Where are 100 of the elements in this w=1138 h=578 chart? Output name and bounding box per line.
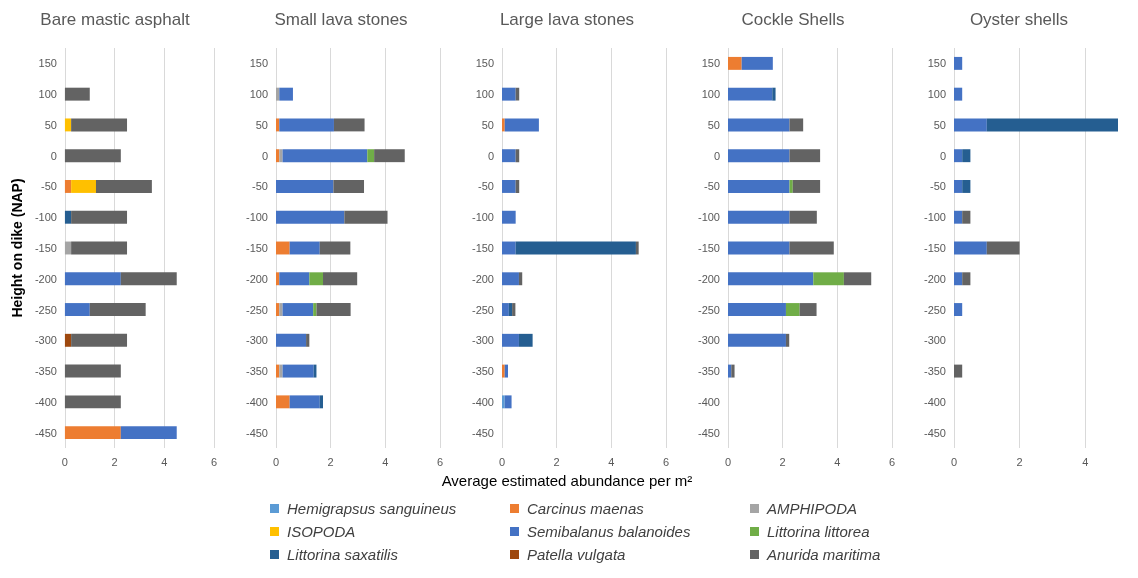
bar [64,87,90,101]
y-tick-label: -250 [245,303,268,316]
bar [954,364,963,378]
bar [728,56,742,70]
y-tick-label: -100 [245,211,268,224]
bar [289,241,320,255]
y-tick-label: -300 [245,334,268,347]
y-tick-label: -250 [471,303,494,316]
bar [986,118,1118,132]
bar [508,303,513,316]
legend-label: AMPHIPODA [767,500,858,517]
y-tick-label: -50 [41,180,57,193]
y-tick-label: -450 [923,426,946,439]
x-tick-label: 0 [61,455,68,468]
legend-label: Hemigrapsus sanguineus [287,500,457,517]
y-tick-label: 150 [38,57,57,70]
legend-label: Carcinus maenas [527,500,644,517]
y-tick-label: -450 [697,426,720,439]
bar [799,303,817,316]
bar [789,149,821,163]
x-tick-label: 4 [1082,455,1089,468]
y-axis-title: Height on dike (NAP) [9,178,25,318]
y-tick-label: -100 [471,211,494,224]
y-tick-label: 150 [475,57,494,70]
y-tick-label: 0 [261,149,268,162]
bar [71,333,128,347]
y-tick-label: -400 [245,395,268,408]
y-tick-label: -50 [704,180,720,193]
bar [728,210,790,224]
bar [71,241,128,255]
x-tick-label: 6 [662,455,670,468]
bar [504,395,512,409]
bar [728,149,790,163]
y-tick-label: -300 [34,334,57,347]
bar [512,303,516,316]
bar [276,333,307,347]
x-tick-label: 6 [210,455,218,468]
bar [954,56,963,70]
bar [276,395,290,409]
y-tick-label: 100 [701,88,720,101]
x-tick-label: 6 [436,455,444,468]
bar [279,87,293,101]
bar [276,87,280,101]
bar [728,333,786,347]
x-tick-label: 0 [498,455,506,468]
y-tick-label: -300 [471,334,494,347]
y-tick-label: -200 [923,272,946,285]
y-tick-label: -200 [697,272,720,285]
y-tick-label: -300 [923,334,946,347]
legend-label: Anurida maritima [767,546,881,563]
y-tick-label: -400 [923,395,946,408]
y-tick-label: -150 [697,242,720,254]
bar [282,303,314,316]
y-tick-label: 0 [50,149,57,162]
bar [502,87,516,101]
y-tick-label: 50 [44,118,57,131]
bar [120,272,177,286]
bar [502,149,516,163]
y-tick-label: 100 [249,88,268,101]
bar [279,272,310,286]
bar [785,333,790,347]
bar [367,149,375,163]
bar [64,364,121,378]
y-tick-label: 150 [701,57,720,70]
bar [319,241,351,255]
bar [282,149,368,163]
x-tick-label: 6 [888,455,896,468]
y-tick-label: -350 [245,365,268,378]
bar [306,333,310,347]
y-tick-label: -150 [923,242,946,254]
bar [741,56,773,70]
bar [89,303,146,316]
y-tick-label: -100 [923,211,946,224]
bar [502,180,516,193]
chart-title: Oyster shells [969,10,1069,29]
bar [518,272,523,286]
bar [309,272,324,286]
bar [502,118,505,132]
bar [64,149,121,163]
x-tick-label: 0 [724,455,732,468]
x-tick-label: 0 [272,455,280,468]
bar [64,303,90,316]
y-tick-label: -100 [697,211,720,224]
x-tick-label: 0 [950,455,958,468]
y-tick-label: 100 [927,88,946,101]
bar [515,241,636,255]
chart-title: Large lava stones [499,10,635,29]
bar [333,180,365,193]
y-tick-label: -150 [471,242,494,254]
bar [728,272,814,286]
y-tick-label: -450 [34,426,57,439]
bar [502,303,509,316]
bar [728,118,790,132]
bar [64,241,72,255]
bar [728,180,790,193]
bar [728,87,773,101]
legend-label: Semibalanus balanoides [527,523,691,540]
y-tick-label: -150 [34,242,57,254]
chart-title: Small lava stones [274,10,408,29]
bar [502,210,516,224]
